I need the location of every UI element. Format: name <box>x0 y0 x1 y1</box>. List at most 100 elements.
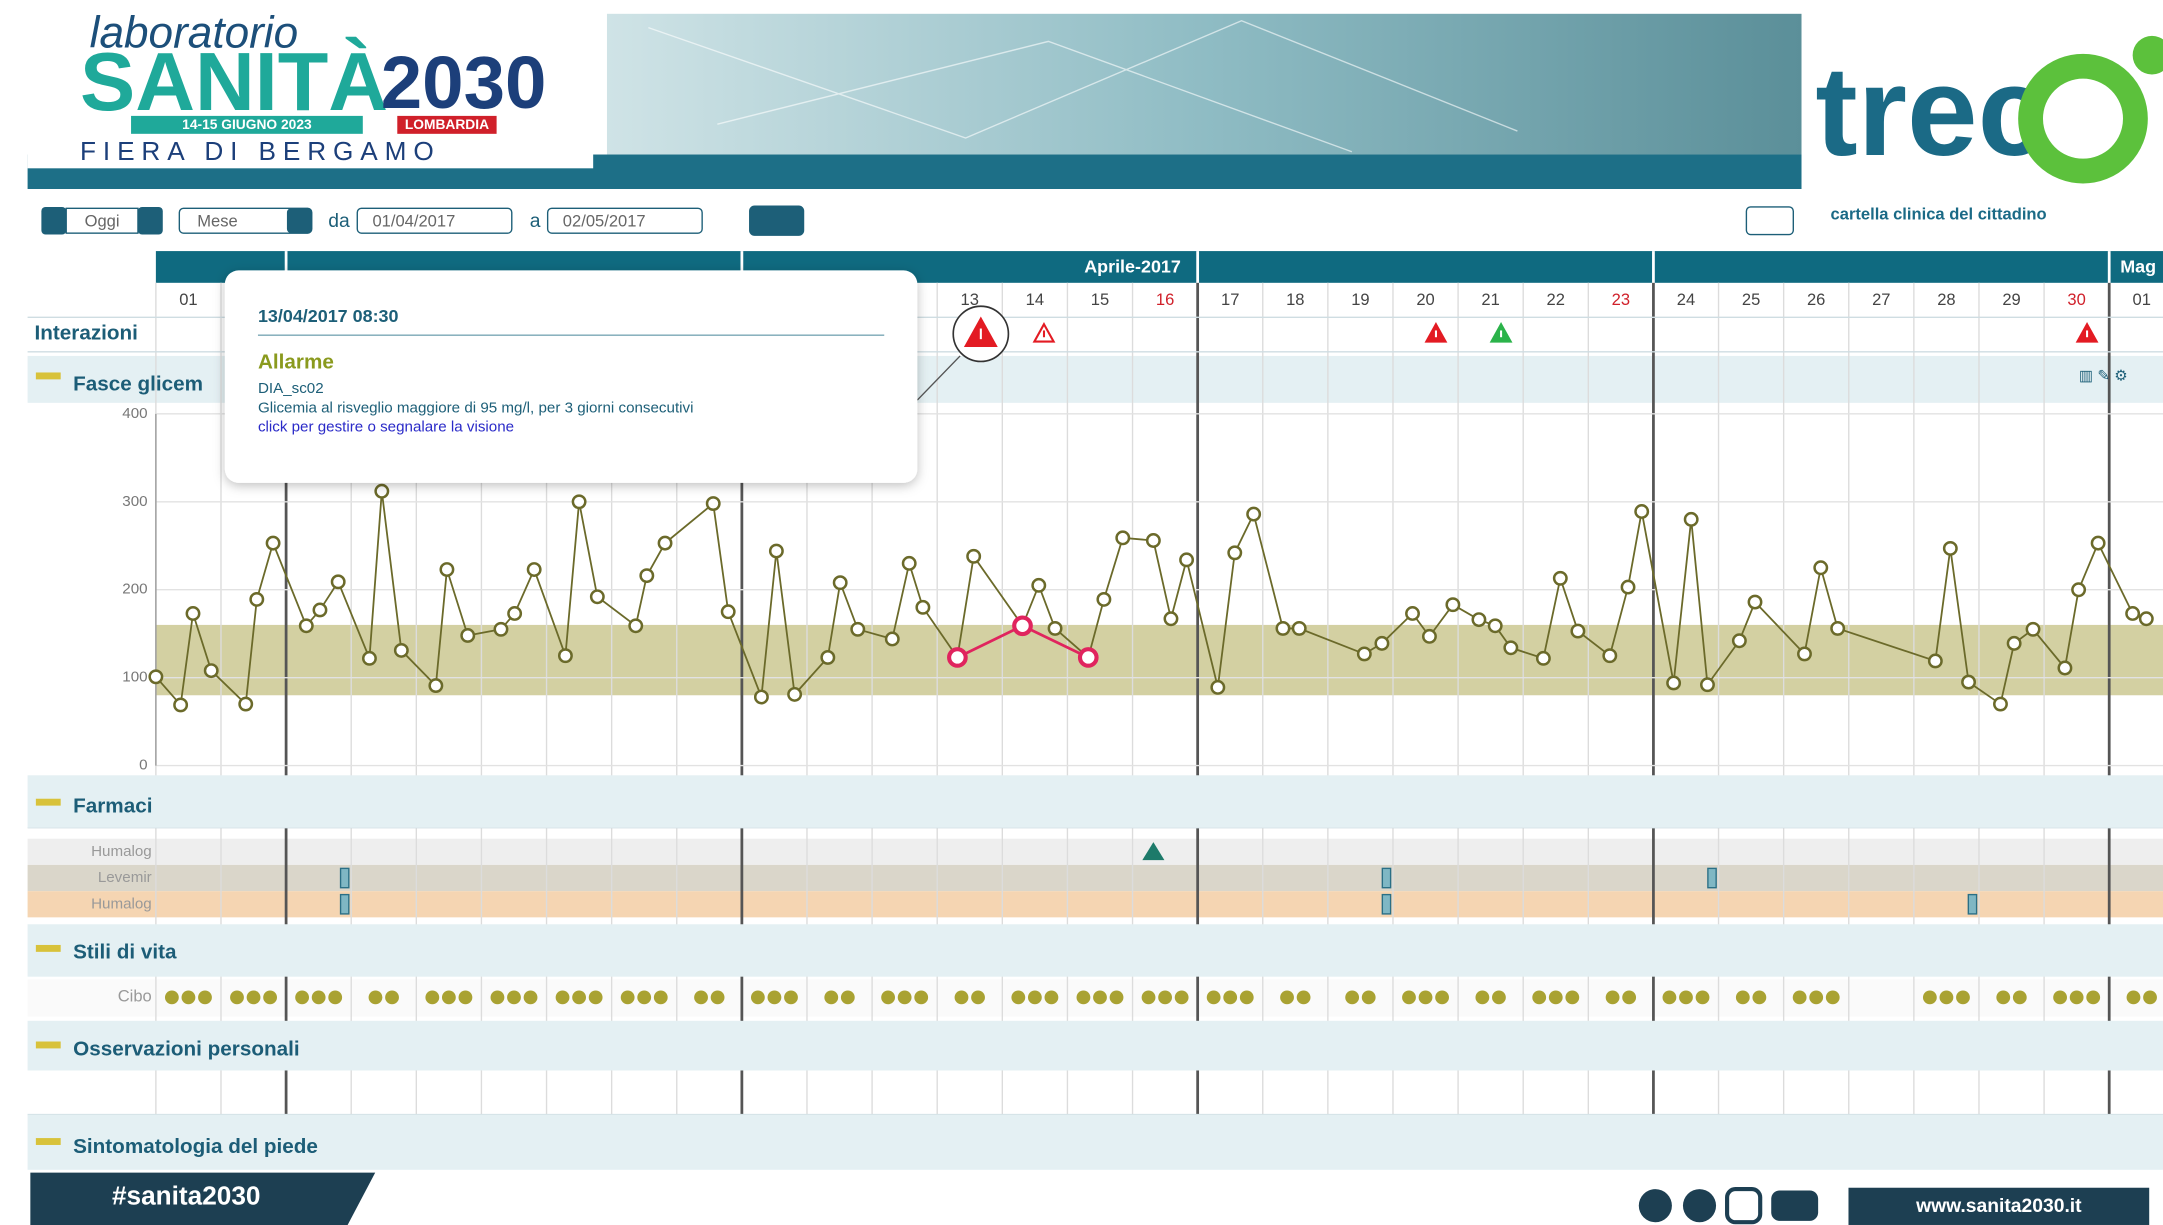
section-title: Osservazioni personali <box>73 1037 300 1060</box>
glucose-point <box>2006 635 2022 651</box>
day-label: 27 <box>1872 290 1890 309</box>
period-arrow[interactable] <box>286 208 312 234</box>
meal-dot <box>710 990 725 1005</box>
glucose-point <box>947 647 968 668</box>
meal-dot <box>914 990 929 1005</box>
meal-dot <box>246 990 261 1005</box>
footer-url[interactable]: www.sanita2030.it <box>1915 1196 2082 1217</box>
meal-dot <box>1492 990 1506 1005</box>
glucose-point <box>1942 540 1958 556</box>
to-date-input[interactable] <box>546 207 703 234</box>
day-label: 19 <box>1351 290 1369 309</box>
meal-dot <box>824 990 839 1005</box>
glucose-point <box>312 602 328 618</box>
glucose-point <box>203 663 219 679</box>
meal-dot <box>311 990 326 1005</box>
meal-dot <box>1792 990 1807 1005</box>
day-label: 01 <box>179 290 197 309</box>
brand-ring <box>2018 53 2148 184</box>
glucose-point <box>2025 621 2041 637</box>
calendar-button[interactable] <box>1745 206 1794 236</box>
glucose-point <box>1503 640 1519 656</box>
glucose-point <box>1012 615 1033 637</box>
day-label: 21 <box>1481 290 1499 309</box>
from-date-input[interactable] <box>356 207 513 234</box>
glucose-point <box>393 642 409 658</box>
medication-row <box>27 838 2163 865</box>
day-label: 30 <box>2067 290 2085 309</box>
tooltip[interactable] <box>224 270 918 483</box>
instagram-icon[interactable] <box>1725 1187 1763 1225</box>
logo-region-bg <box>397 115 497 134</box>
meal-dot <box>490 990 505 1005</box>
meal-dot <box>1825 990 1840 1005</box>
glucose-point <box>657 535 673 551</box>
month-label: Aprile-2017 <box>1084 256 1181 276</box>
period-select[interactable] <box>178 207 313 234</box>
glucose-point <box>1813 560 1829 576</box>
tooltip-action[interactable]: click per gestire o segnalare la visione <box>258 419 514 436</box>
glucose-point <box>249 591 265 607</box>
glucose-point <box>439 562 455 577</box>
glucose-point <box>753 689 769 705</box>
glucose-point <box>1096 591 1112 607</box>
glucose-point <box>1797 646 1812 662</box>
glucose-point <box>265 535 281 551</box>
glucose-point <box>1927 653 1943 669</box>
meal-dot <box>1956 990 1970 1005</box>
meal-dot <box>425 990 440 1005</box>
logo-main: SANITÀ <box>80 35 388 128</box>
brand-area <box>1801 0 2163 242</box>
meal-dot <box>694 990 708 1005</box>
to-label: a <box>530 211 541 232</box>
glucose-point <box>428 678 444 694</box>
medication-label: Levemir <box>98 869 152 886</box>
meal-dot <box>523 990 538 1005</box>
view-button[interactable] <box>749 205 805 236</box>
meal-dot <box>1662 990 1677 1005</box>
from-date: 01/04/2017 <box>372 211 455 230</box>
y-tick-label: 400 <box>122 405 147 422</box>
meal-dot <box>1735 990 1750 1005</box>
glucose-point <box>460 628 476 643</box>
glucose-point <box>2057 660 2073 676</box>
background-layer: laboratorio SANITÀ 2030 14-15 GIUGNO 202… <box>27 0 2163 1017</box>
glucose-point <box>238 696 254 712</box>
y-tick-label: 300 <box>122 493 147 510</box>
prev-button[interactable] <box>41 206 67 235</box>
glucose-point <box>1405 606 1420 621</box>
glucose-point <box>1077 647 1099 668</box>
collapse-icon[interactable] <box>35 372 61 380</box>
medication-event <box>1707 867 1717 889</box>
glucose-point <box>493 621 509 637</box>
collapse-icon[interactable] <box>35 944 61 952</box>
brand-logo: trec <box>1815 40 2048 182</box>
meal-dot <box>767 990 782 1005</box>
meal-dot <box>897 990 912 1005</box>
collapse-icon[interactable] <box>35 798 61 806</box>
meal-dot <box>1280 990 1294 1005</box>
glucose-point <box>571 494 587 510</box>
youtube-icon[interactable] <box>1771 1190 1819 1221</box>
meal-dot <box>1345 990 1360 1005</box>
glucose-point <box>374 483 390 499</box>
collapse-icon[interactable] <box>35 1041 61 1049</box>
medication-event <box>1381 893 1392 915</box>
meal-dot <box>1752 990 1767 1005</box>
to-date: 02/05/2017 <box>563 211 646 230</box>
banner-pattern <box>648 19 1518 153</box>
today-button[interactable] <box>65 207 139 234</box>
glucose-point <box>330 574 346 590</box>
glucose-point <box>1683 511 1699 527</box>
next-button[interactable] <box>137 206 163 235</box>
facebook-icon[interactable] <box>1638 1189 1672 1223</box>
glucose-point <box>832 575 848 591</box>
twitter-icon[interactable] <box>1682 1189 1717 1223</box>
glucose-point <box>639 568 655 584</box>
glucose-point <box>1747 594 1763 610</box>
collapse-icon[interactable] <box>35 1138 61 1145</box>
glucose-point <box>526 562 542 577</box>
meal-dot <box>1622 990 1637 1005</box>
meal-dot <box>1027 990 1042 1005</box>
day-label: 23 <box>1612 290 1630 309</box>
